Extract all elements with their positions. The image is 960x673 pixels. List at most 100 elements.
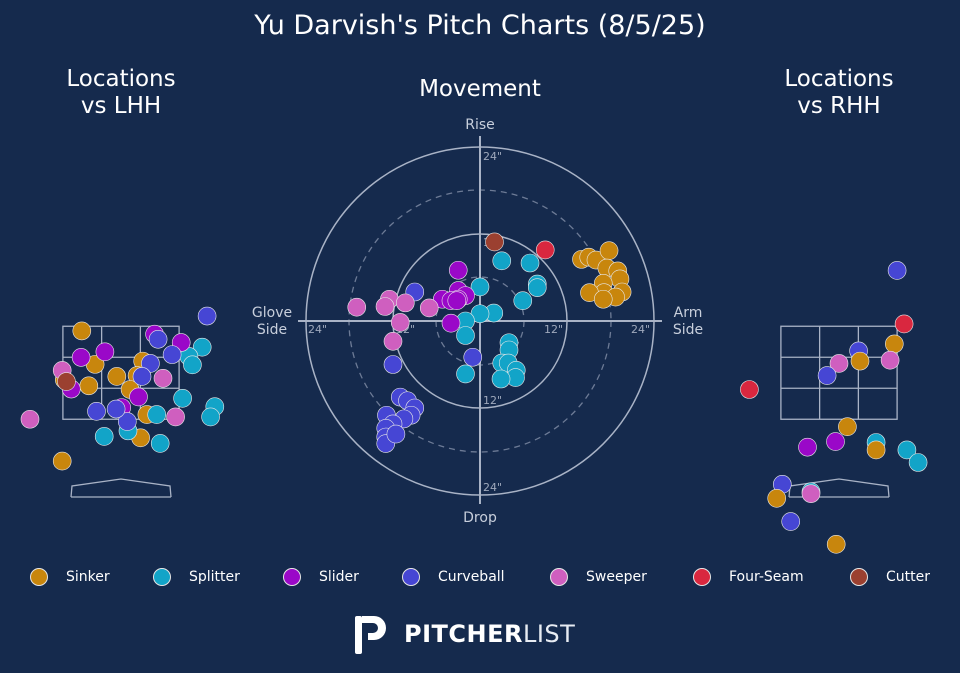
movement-point-splitter [520, 253, 540, 273]
rhh-location-point-four-seam [894, 314, 914, 334]
lhh-location-point-sinker [52, 451, 72, 471]
legend-item-sweeper: Sweeper [550, 568, 647, 586]
legend-label: Slider [319, 569, 359, 585]
ring-label-24-top: 24" [483, 150, 502, 163]
lhh-location-point-sinker [72, 321, 92, 341]
lhh-title-line2: vs LHH [80, 93, 162, 119]
legend-marker-slider [283, 568, 301, 586]
axis-label-rise: Rise [465, 117, 495, 133]
legend-marker-sinker [30, 568, 48, 586]
rhh-location-panel [780, 325, 898, 498]
rhh-location-point-sinker [826, 535, 846, 554]
movement-point-sinker [593, 289, 613, 309]
axis-label-glove: Glove [252, 305, 292, 321]
rhh-title-line2: vs RHH [797, 93, 881, 119]
lhh-location-point-sweeper [166, 407, 185, 427]
lhh-location-point-splitter [147, 405, 166, 424]
lhh-panel-title: Locations vs LHH [41, 66, 201, 120]
lhh-location-point-sinker [79, 376, 99, 396]
movement-panel-title: Movement [419, 76, 541, 102]
rhh-location-point-splitter [897, 440, 917, 460]
axis-label-arm: Arm [674, 305, 703, 321]
movement-point-curveball [383, 355, 403, 374]
legend-marker-four-seam [693, 568, 711, 586]
movement-point-curveball [386, 424, 406, 444]
pitcherlist-p-icon [355, 616, 386, 654]
ring-label-12-right: 12" [544, 323, 563, 336]
legend-label: Curveball [438, 569, 505, 585]
ring-label-12-bottom: 12" [483, 394, 502, 407]
legend-item-splitter: Splitter [153, 568, 240, 586]
rhh-location-point-curveball [817, 366, 837, 385]
rhh-location-point-four-seam [740, 380, 759, 399]
ring-label-24-bottom: 24" [483, 481, 502, 494]
lhh-location-point-sinker [107, 367, 127, 386]
pitch-points [20, 232, 928, 554]
rhh-location-point-sinker [850, 351, 870, 371]
rhh-location-point-slider [826, 432, 845, 451]
rhh-location-point-curveball [887, 261, 907, 280]
lhh-location-point-curveball [197, 306, 217, 326]
rhh-location-point-sweeper [801, 484, 821, 503]
ring-label-24-left: 24" [308, 323, 327, 336]
lhh-location-point-curveball [106, 399, 126, 419]
movement-point-sweeper [347, 297, 367, 317]
movement-point-splitter [470, 277, 490, 297]
lhh-location-point-curveball [148, 329, 168, 349]
rhh-location-point-slider [798, 437, 817, 457]
movement-point-slider [441, 313, 461, 333]
axis-label-glove-side: Side [257, 322, 287, 338]
lhh-location-point-curveball [118, 412, 137, 431]
lhh-location-point-cutter [57, 372, 76, 391]
movement-point-sinker [599, 241, 619, 260]
ring-label-24-right: 24" [631, 323, 650, 336]
movement-point-slider [448, 260, 468, 280]
legend-label: Four-Seam [729, 569, 804, 585]
lhh-location-point-splitter [183, 355, 202, 375]
rhh-location-point-sinker [884, 334, 904, 354]
rhh-panel-title: Locations vs RHH [759, 66, 919, 120]
legend-marker-cutter [850, 568, 868, 586]
legend-label: Splitter [189, 569, 240, 585]
legend-marker-sweeper [550, 568, 568, 586]
legend-marker-curveball [402, 568, 420, 586]
rhh-strike-zone [780, 325, 898, 420]
pitcherlist-logo: PITCHERLIST [352, 612, 575, 656]
movement-point-curveball [463, 347, 483, 367]
rhh-title-line1: Locations [784, 66, 894, 92]
lhh-location-point-curveball [141, 354, 160, 373]
chart-title: Yu Darvish's Pitch Charts (8/5/25) [254, 10, 706, 41]
movement-point-splitter [456, 364, 475, 384]
legend-item-four-seam: Four-Seam [693, 568, 804, 586]
movement-point-splitter [491, 369, 511, 389]
movement-point-splitter [527, 278, 547, 297]
logo-text-light: LIST [522, 620, 576, 648]
movement-point-sweeper [375, 297, 395, 316]
movement-point-splitter [513, 291, 533, 311]
lhh-location-point-splitter [150, 434, 170, 453]
movement-point-splitter [492, 251, 512, 271]
lhh-title-line1: Locations [66, 66, 176, 92]
legend-item-slider: Slider [283, 568, 359, 586]
lhh-location-point-sweeper [20, 409, 40, 429]
movement-point-sweeper [390, 313, 410, 332]
rhh-location-point-sweeper [880, 350, 900, 370]
rhh-location-point-sinker [866, 440, 886, 460]
lhh-location-point-splitter [192, 337, 212, 357]
lhh-location-point-sweeper [153, 369, 173, 388]
legend-label: Cutter [886, 569, 930, 585]
movement-point-sweeper [419, 298, 439, 318]
lhh-location-point-curveball [132, 367, 152, 386]
legend-item-cutter: Cutter [850, 568, 930, 586]
movement-point-slider [447, 291, 467, 311]
axis-label-arm-side: Side [673, 322, 703, 338]
rhh-location-point-splitter [908, 453, 928, 472]
axis-label-drop: Drop [463, 510, 497, 526]
movement-point-sweeper [396, 293, 415, 313]
legend-item-sinker: Sinker [30, 568, 110, 586]
legend: Sinker Splitter Slider Curveball Sweeper Four… [0, 566, 960, 590]
lhh-location-point-slider [71, 348, 91, 367]
lhh-location-point-slider [95, 342, 115, 362]
legend-label: Sinker [66, 569, 110, 585]
